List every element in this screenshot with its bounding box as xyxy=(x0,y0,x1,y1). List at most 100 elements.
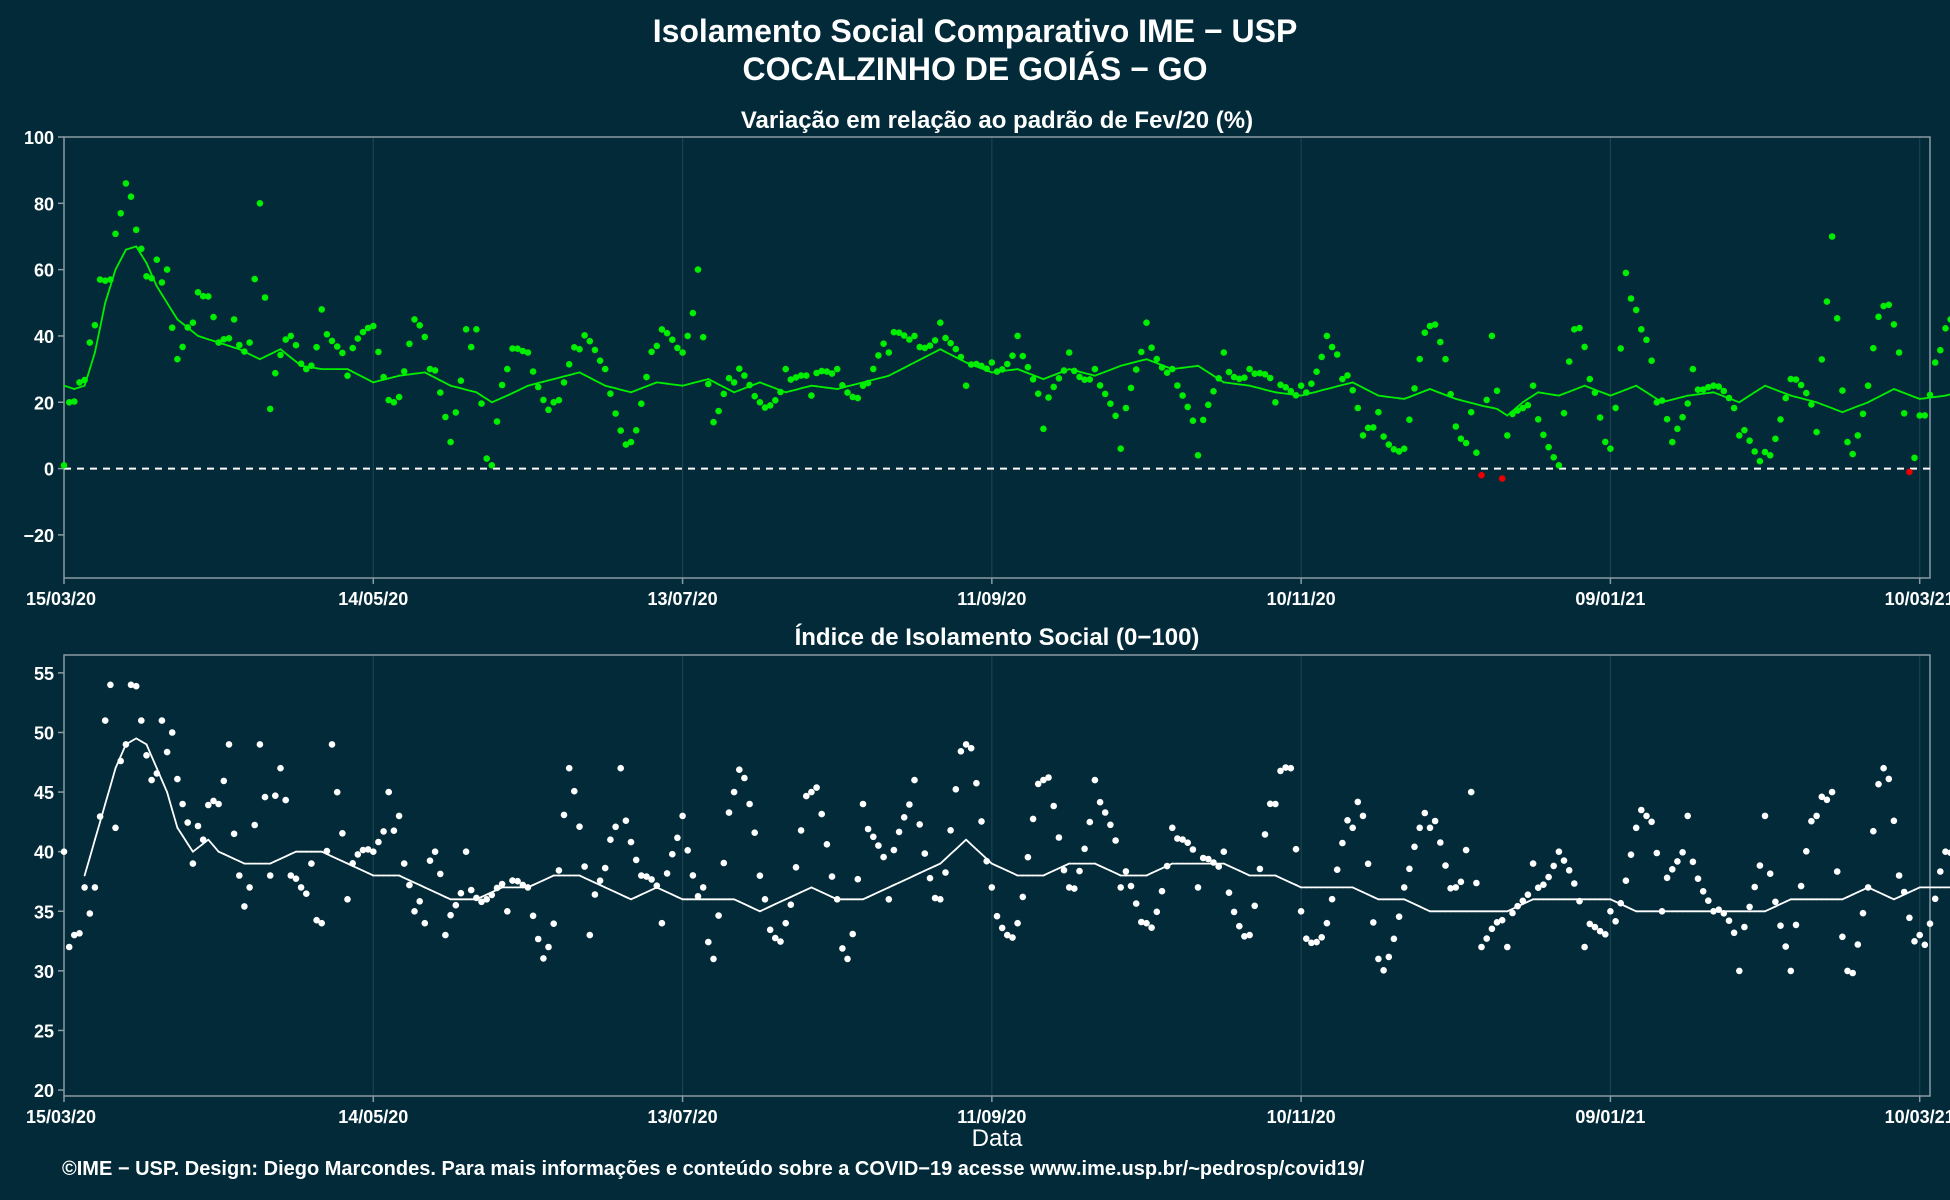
panel-title: Índice de Isolamento Social (0−100) xyxy=(795,623,1200,651)
data-point xyxy=(911,776,918,784)
data-point xyxy=(1426,824,1434,832)
data-point xyxy=(596,357,604,365)
data-point xyxy=(163,748,171,756)
data-point xyxy=(1153,908,1161,916)
data-point xyxy=(1478,471,1485,479)
data-point xyxy=(1792,376,1800,383)
data-point xyxy=(741,774,748,782)
data-point xyxy=(1942,325,1949,332)
moving-average-segment xyxy=(1114,364,1122,369)
data-point xyxy=(65,943,73,951)
data-point xyxy=(725,809,733,816)
data-point xyxy=(694,266,702,273)
moving-average-segment xyxy=(759,381,766,386)
data-point xyxy=(127,681,135,689)
moving-average-segment xyxy=(676,896,684,901)
data-point xyxy=(1787,375,1795,383)
data-point xyxy=(313,916,320,924)
moving-average-segment xyxy=(1630,908,1638,913)
data-point xyxy=(1081,845,1088,853)
data-point xyxy=(1122,868,1130,875)
moving-average-segment xyxy=(1094,862,1101,867)
moving-average-segment xyxy=(717,383,725,388)
data-point xyxy=(452,409,460,416)
moving-average-segment xyxy=(1418,390,1426,394)
variation-panel: Variação em relação ao padrão de Fev/20 … xyxy=(23,107,1950,609)
data-point xyxy=(674,344,681,352)
data-point xyxy=(1483,935,1490,942)
data-point xyxy=(1684,400,1691,407)
moving-average-segment xyxy=(1150,360,1158,365)
data-point xyxy=(1751,448,1758,455)
data-point xyxy=(1287,764,1295,772)
data-point xyxy=(1864,382,1872,390)
data-point xyxy=(1380,433,1387,440)
data-point xyxy=(1818,356,1826,363)
data-point xyxy=(308,860,315,867)
data-point xyxy=(1710,382,1717,390)
main-subtitle: COCALZINHO DE GOIÁS − GO xyxy=(742,51,1208,87)
data-point xyxy=(1318,934,1325,941)
data-point xyxy=(1421,329,1429,337)
data-point xyxy=(1055,375,1063,382)
moving-average-segment xyxy=(1351,886,1359,891)
data-point xyxy=(1473,879,1480,887)
data-point xyxy=(1663,415,1671,423)
data-point xyxy=(1648,818,1655,826)
moving-average-segment xyxy=(908,874,916,879)
y-tick-label: 20 xyxy=(34,1081,54,1101)
moving-average-segment xyxy=(583,374,591,379)
data-point xyxy=(1498,475,1506,482)
moving-average-segment xyxy=(1826,405,1833,410)
data-point xyxy=(81,884,88,891)
moving-average-segment xyxy=(547,874,555,879)
moving-average-segment xyxy=(269,860,277,865)
moving-average-segment xyxy=(640,385,648,390)
data-point xyxy=(787,376,795,383)
data-point xyxy=(400,860,408,867)
moving-average-segment xyxy=(929,350,936,356)
moving-average-segment xyxy=(238,860,246,865)
moving-average-segment xyxy=(1743,394,1751,400)
data-point xyxy=(354,851,362,858)
moving-average-segment xyxy=(759,908,766,913)
moving-average-segment xyxy=(444,896,452,901)
data-point xyxy=(586,931,594,939)
moving-average-segment xyxy=(506,392,514,397)
data-point xyxy=(153,256,161,264)
moving-average-segment xyxy=(1846,407,1854,412)
data-point xyxy=(808,788,815,796)
data-point xyxy=(669,850,676,858)
data-point xyxy=(1014,332,1021,340)
data-point xyxy=(1354,798,1362,806)
data-point xyxy=(1385,953,1393,961)
data-point xyxy=(1602,931,1609,938)
moving-average-segment xyxy=(954,843,962,851)
data-point xyxy=(926,342,934,350)
data-point xyxy=(457,377,465,385)
data-point xyxy=(1694,875,1702,882)
data-point xyxy=(632,856,640,864)
moving-average-segment xyxy=(1367,389,1375,394)
moving-average-segment xyxy=(1155,362,1163,367)
data-point xyxy=(978,818,985,825)
data-point xyxy=(565,361,573,368)
moving-average-segment xyxy=(1882,390,1890,396)
moving-average-segment xyxy=(73,386,81,390)
moving-average-segment xyxy=(774,387,782,392)
data-point xyxy=(1725,917,1733,924)
moving-average-segment xyxy=(1913,886,1921,891)
data-point xyxy=(1493,387,1501,395)
data-point xyxy=(1772,435,1779,443)
data-point xyxy=(658,919,666,927)
data-point xyxy=(1045,774,1052,781)
data-point xyxy=(359,846,367,854)
moving-average-segment xyxy=(1155,867,1163,872)
data-point xyxy=(1230,373,1238,381)
moving-average-segment xyxy=(258,355,266,361)
data-point xyxy=(1101,809,1109,816)
data-point xyxy=(71,398,78,405)
data-point xyxy=(1019,893,1027,901)
data-point xyxy=(1828,788,1836,796)
data-point xyxy=(462,848,470,855)
